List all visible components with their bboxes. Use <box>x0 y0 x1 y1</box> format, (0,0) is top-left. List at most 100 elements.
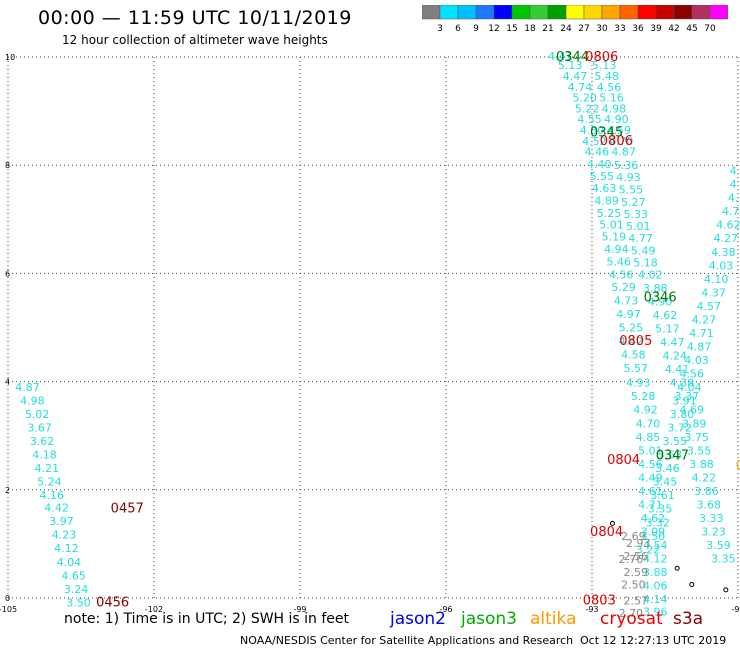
wave-height-value: 3.72 <box>667 422 692 435</box>
wave-height-value: 3.50 <box>66 596 91 609</box>
wave-height-value: 4.73 <box>614 294 639 307</box>
wave-height-value: 4.57 <box>697 300 722 313</box>
wave-height-value: 5.29 <box>611 281 636 294</box>
wave-height-value: 3.24 <box>64 583 89 596</box>
pass-time-label: 0457 <box>111 502 144 517</box>
footer-note: note: 1) Time is in UTC; 2) SWH is in fe… <box>64 611 349 627</box>
pass-time-label: 0803 <box>583 594 616 609</box>
wave-height-value: 3.80 <box>670 408 695 421</box>
wave-height-value: 4.23 <box>52 529 77 542</box>
wave-height-value: 4.7 <box>722 205 740 218</box>
wave-height-value: 4.89 <box>594 194 619 207</box>
pass-time-label: 0456 <box>96 595 129 610</box>
wave-height-value: 4.04 <box>677 381 702 394</box>
y-tick-label: 0 <box>5 594 10 603</box>
y-tick-label: 8 <box>5 161 10 170</box>
wave-height-value: 4.63 <box>592 182 617 195</box>
wave-height-value: 5.24 <box>37 476 62 489</box>
wave-height-value: 4.93 <box>616 171 641 184</box>
pass-time-label: 0804 <box>607 453 640 468</box>
wave-height-value: 4.77 <box>628 232 653 245</box>
wave-height-value: 3.68 <box>697 498 722 511</box>
wave-height-value: 4.87 <box>687 340 712 353</box>
wave-height-map: -105-102-99-96-93-9002468104.874.985.023… <box>0 0 740 650</box>
wave-height-value: 4.87 <box>15 381 40 394</box>
wave-height-value: 3.61 <box>650 489 675 502</box>
wave-height-value: 3.67 <box>27 422 52 435</box>
wave-height-value: 2.59 <box>624 566 649 579</box>
wave-height-value: 4.94 <box>604 243 629 256</box>
wave-height-value: 5.55 <box>619 184 644 197</box>
y-tick-label: 10 <box>5 53 15 62</box>
wave-height-value: 3.55 <box>687 444 712 457</box>
wave-height-value: 5.01 <box>626 220 651 233</box>
wave-height-value: 5.28 <box>631 390 656 403</box>
wave-height-value: 4.38 <box>711 246 736 259</box>
legend-cryosat: cryosat <box>600 609 663 629</box>
footer-timestamp: Oct 12 12:27:13 UTC 2019 <box>580 634 726 647</box>
wave-height-value: 4.62 <box>716 219 740 232</box>
wave-height-value: 4.10 <box>704 273 729 286</box>
wave-height-value: 4.21 <box>35 462 60 475</box>
wave-height-value: 3.35 <box>648 503 673 516</box>
wave-height-value: 4.18 <box>32 449 57 462</box>
wave-height-value: 4.06 <box>643 580 668 593</box>
wave-height-value: 2.57 <box>624 595 649 608</box>
pass-time-label: 0805 <box>619 334 652 349</box>
wave-height-value: 4.22 <box>692 471 717 484</box>
wave-height-value: 4.70 <box>636 417 661 430</box>
wave-height-value: 2.50 <box>621 578 646 591</box>
wave-height-value: 4.98 <box>20 395 45 408</box>
wave-height-value: 3.91 <box>672 395 697 408</box>
wave-height-value: 4.58 <box>621 349 646 362</box>
wave-height-value: 3.62 <box>30 435 55 448</box>
wave-height-value: 3.33 <box>699 512 724 525</box>
wave-height-value: 4.04 <box>57 556 82 569</box>
y-tick-label: 6 <box>5 269 10 278</box>
wave-height-value: 3.86 <box>694 485 719 498</box>
wave-height-value: 4.02 <box>638 268 663 281</box>
legend-jason3: jason3 <box>461 609 517 629</box>
island-mark <box>690 582 694 586</box>
wave-height-value: 4.12 <box>54 542 79 555</box>
wave-height-value: 3.45 <box>653 476 678 489</box>
pass-time-label: 0806 <box>585 50 618 65</box>
wave-height-value: 5.46 <box>607 255 632 268</box>
wave-height-value: 4.93 <box>626 377 651 390</box>
wave-height-value: 4 <box>730 165 737 178</box>
pass-time-label: 0804 <box>590 525 623 540</box>
x-tick-label: -105 <box>0 605 17 614</box>
wave-height-value: 4.56 <box>609 268 634 281</box>
wave-height-value: 4.27 <box>714 232 739 245</box>
wave-height-value: 4.92 <box>633 404 658 417</box>
legend-jason2: jason2 <box>390 609 446 629</box>
wave-height-value: 5.57 <box>624 362 649 375</box>
wave-height-value: 3.59 <box>706 539 731 552</box>
x-tick-label: -90 <box>731 605 740 614</box>
wave-height-value: 5.02 <box>25 408 50 421</box>
wave-height-value: 4.37 <box>701 286 726 299</box>
wave-height-value: 4.47 <box>660 336 685 349</box>
wave-height-value: 4.24 <box>662 350 687 363</box>
footer-credit: NOAA/NESDIS Center for Satellite Applica… <box>240 634 573 647</box>
island-mark <box>675 566 679 570</box>
wave-height-value: 4.03 <box>709 259 734 272</box>
wave-height-value: 5.17 <box>655 323 680 336</box>
pass-time-label: 0344 <box>556 50 589 65</box>
y-tick-label: 2 <box>5 486 10 495</box>
pass-time-label: 0806 <box>600 134 633 149</box>
wave-height-value: 5.25 <box>619 322 644 335</box>
wave-height-value: 2.76 <box>619 553 644 566</box>
wave-height-value: 4 <box>730 178 737 191</box>
wave-height-value: 3.88 <box>689 458 714 471</box>
legend-altika: altika <box>530 609 577 629</box>
pass-time-label: 000. <box>736 458 740 473</box>
wave-height-value: 4.65 <box>61 569 86 582</box>
wave-height-value: 4.16 <box>40 489 65 502</box>
wave-height-value: 4.56 <box>680 367 705 380</box>
pass-time-label: 0346 <box>644 291 677 306</box>
wave-height-value: 4.71 <box>689 327 714 340</box>
wave-height-value: 4.42 <box>44 502 69 515</box>
wave-height-value: 2.93 <box>626 537 651 550</box>
wave-height-value: 4.85 <box>636 431 661 444</box>
